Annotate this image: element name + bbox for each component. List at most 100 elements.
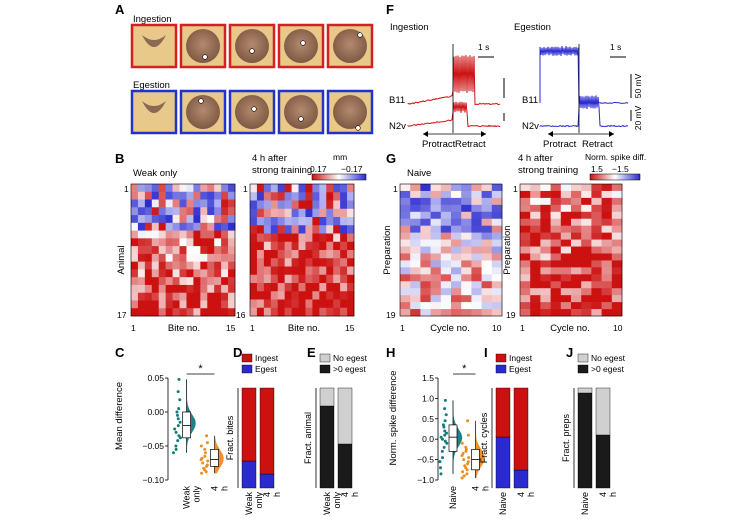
heatmap-cell [137, 269, 146, 278]
heatmap-border [399, 183, 503, 317]
heatmap-cell [298, 307, 306, 317]
legend-label: Ingest [255, 353, 279, 363]
category-label: 4 [598, 492, 608, 497]
heatmap-cell [214, 230, 222, 239]
panel-letter-b: B [115, 151, 124, 166]
heatmap-cell [214, 238, 222, 247]
heatmap-cell [347, 208, 355, 218]
heatmap-cell [277, 233, 285, 243]
heatmap-cell [410, 232, 421, 240]
heatmap-cell [333, 274, 341, 284]
heatmap-cell [312, 184, 320, 193]
heatmap-cell [410, 190, 421, 199]
plot-j-fract-preps: No egest>0 egest Naive 4 h Fract. preps [561, 353, 626, 515]
heatmap-cell [451, 260, 462, 268]
heatmap-cell [591, 267, 602, 275]
heatmap-cell [263, 241, 272, 251]
heatmap-cell [221, 199, 229, 208]
heatmap-cell [400, 281, 411, 289]
heatmap-cell [520, 197, 531, 206]
heatmap-cell [256, 241, 265, 251]
heatmap-cell [179, 222, 187, 231]
heatmap-cell [530, 184, 541, 192]
heatmap-cell [298, 200, 306, 210]
heatmap-cell [172, 253, 180, 262]
data-point [462, 474, 466, 478]
heatmap-cell [221, 253, 229, 262]
heatmap-cell [312, 241, 320, 251]
heatmap-cell [471, 267, 482, 275]
g-left-col-last: 10 [492, 323, 502, 333]
heatmap-cell [277, 307, 285, 317]
heatmap-cell [581, 281, 592, 289]
heatmap-cell [277, 208, 285, 218]
heatmap-cell [601, 260, 613, 268]
heatmap-cell [430, 253, 442, 261]
heatmap-cell [214, 246, 222, 255]
heatmap-cell [144, 230, 153, 239]
heatmap-cell [256, 250, 265, 259]
heatmap-cell [312, 258, 320, 267]
heatmap-cell [440, 288, 452, 296]
heatmap-cell [250, 291, 258, 300]
heatmap-cell [571, 295, 582, 303]
heatmap-cell [520, 253, 531, 261]
heatmap-cell [263, 233, 272, 243]
heatmap-cell [186, 284, 194, 293]
heatmap-cell [481, 239, 493, 247]
heatmap-cell [263, 307, 272, 317]
heatmap-cell [193, 199, 201, 208]
category-label: Weak [182, 486, 192, 509]
heatmap-cell [305, 291, 313, 300]
heatmap-cell [179, 230, 187, 239]
heatmap-cell [172, 308, 180, 317]
heatmap-cell [471, 190, 482, 199]
bar-segment [595, 434, 611, 489]
category-label: 4 [516, 492, 526, 497]
heatmap-cell [581, 190, 592, 199]
heatmap-cell [340, 250, 348, 259]
heatmap-cell [193, 308, 201, 317]
heatmap-cell [312, 208, 320, 218]
heatmap-cell [270, 266, 279, 276]
heatmap-cell [144, 199, 153, 208]
data-point [440, 449, 444, 453]
heatmap-border [249, 183, 355, 317]
b-right-title-line1: 4 h after [252, 153, 287, 164]
heatmap-cell [611, 274, 623, 282]
heatmap-cell [461, 225, 472, 233]
heatmap-cell [144, 277, 153, 286]
data-point [176, 439, 180, 443]
heatmap-cell [277, 200, 285, 210]
heatmap-cell [410, 295, 421, 303]
b-right-col-last: 15 [345, 323, 355, 333]
heatmap-cell [540, 295, 551, 303]
data-point [177, 407, 181, 411]
heatmap-cell [270, 217, 279, 226]
heatmap-cell [560, 302, 572, 310]
legend-label: >0 egest [333, 364, 366, 374]
heatmap-cell [601, 309, 613, 317]
mouth-shape [333, 95, 367, 129]
mouth-shape [333, 29, 367, 63]
heatmap-cell [461, 253, 472, 261]
heatmap-cell [481, 184, 493, 192]
f-scale-v-top: 50 mV [633, 73, 643, 98]
heatmap-cell [165, 284, 173, 293]
heatmap-cell [250, 283, 258, 292]
heatmap-cell [305, 250, 313, 259]
heatmap-cell [340, 283, 348, 292]
heatmap-cell [137, 191, 146, 200]
heatmap-cell [165, 238, 173, 247]
heatmap-cell [270, 208, 279, 218]
category-label-line2: h [608, 492, 618, 497]
heatmap-cell [461, 295, 472, 303]
heatmap-cell [481, 197, 493, 206]
heatmap-cell [571, 288, 582, 296]
heatmap-cell [530, 253, 541, 261]
heatmap-cell [165, 222, 173, 231]
heatmap-cell [221, 300, 229, 309]
heatmap-cell [137, 184, 146, 193]
data-point [205, 464, 209, 468]
heatmap-cell [221, 277, 229, 286]
